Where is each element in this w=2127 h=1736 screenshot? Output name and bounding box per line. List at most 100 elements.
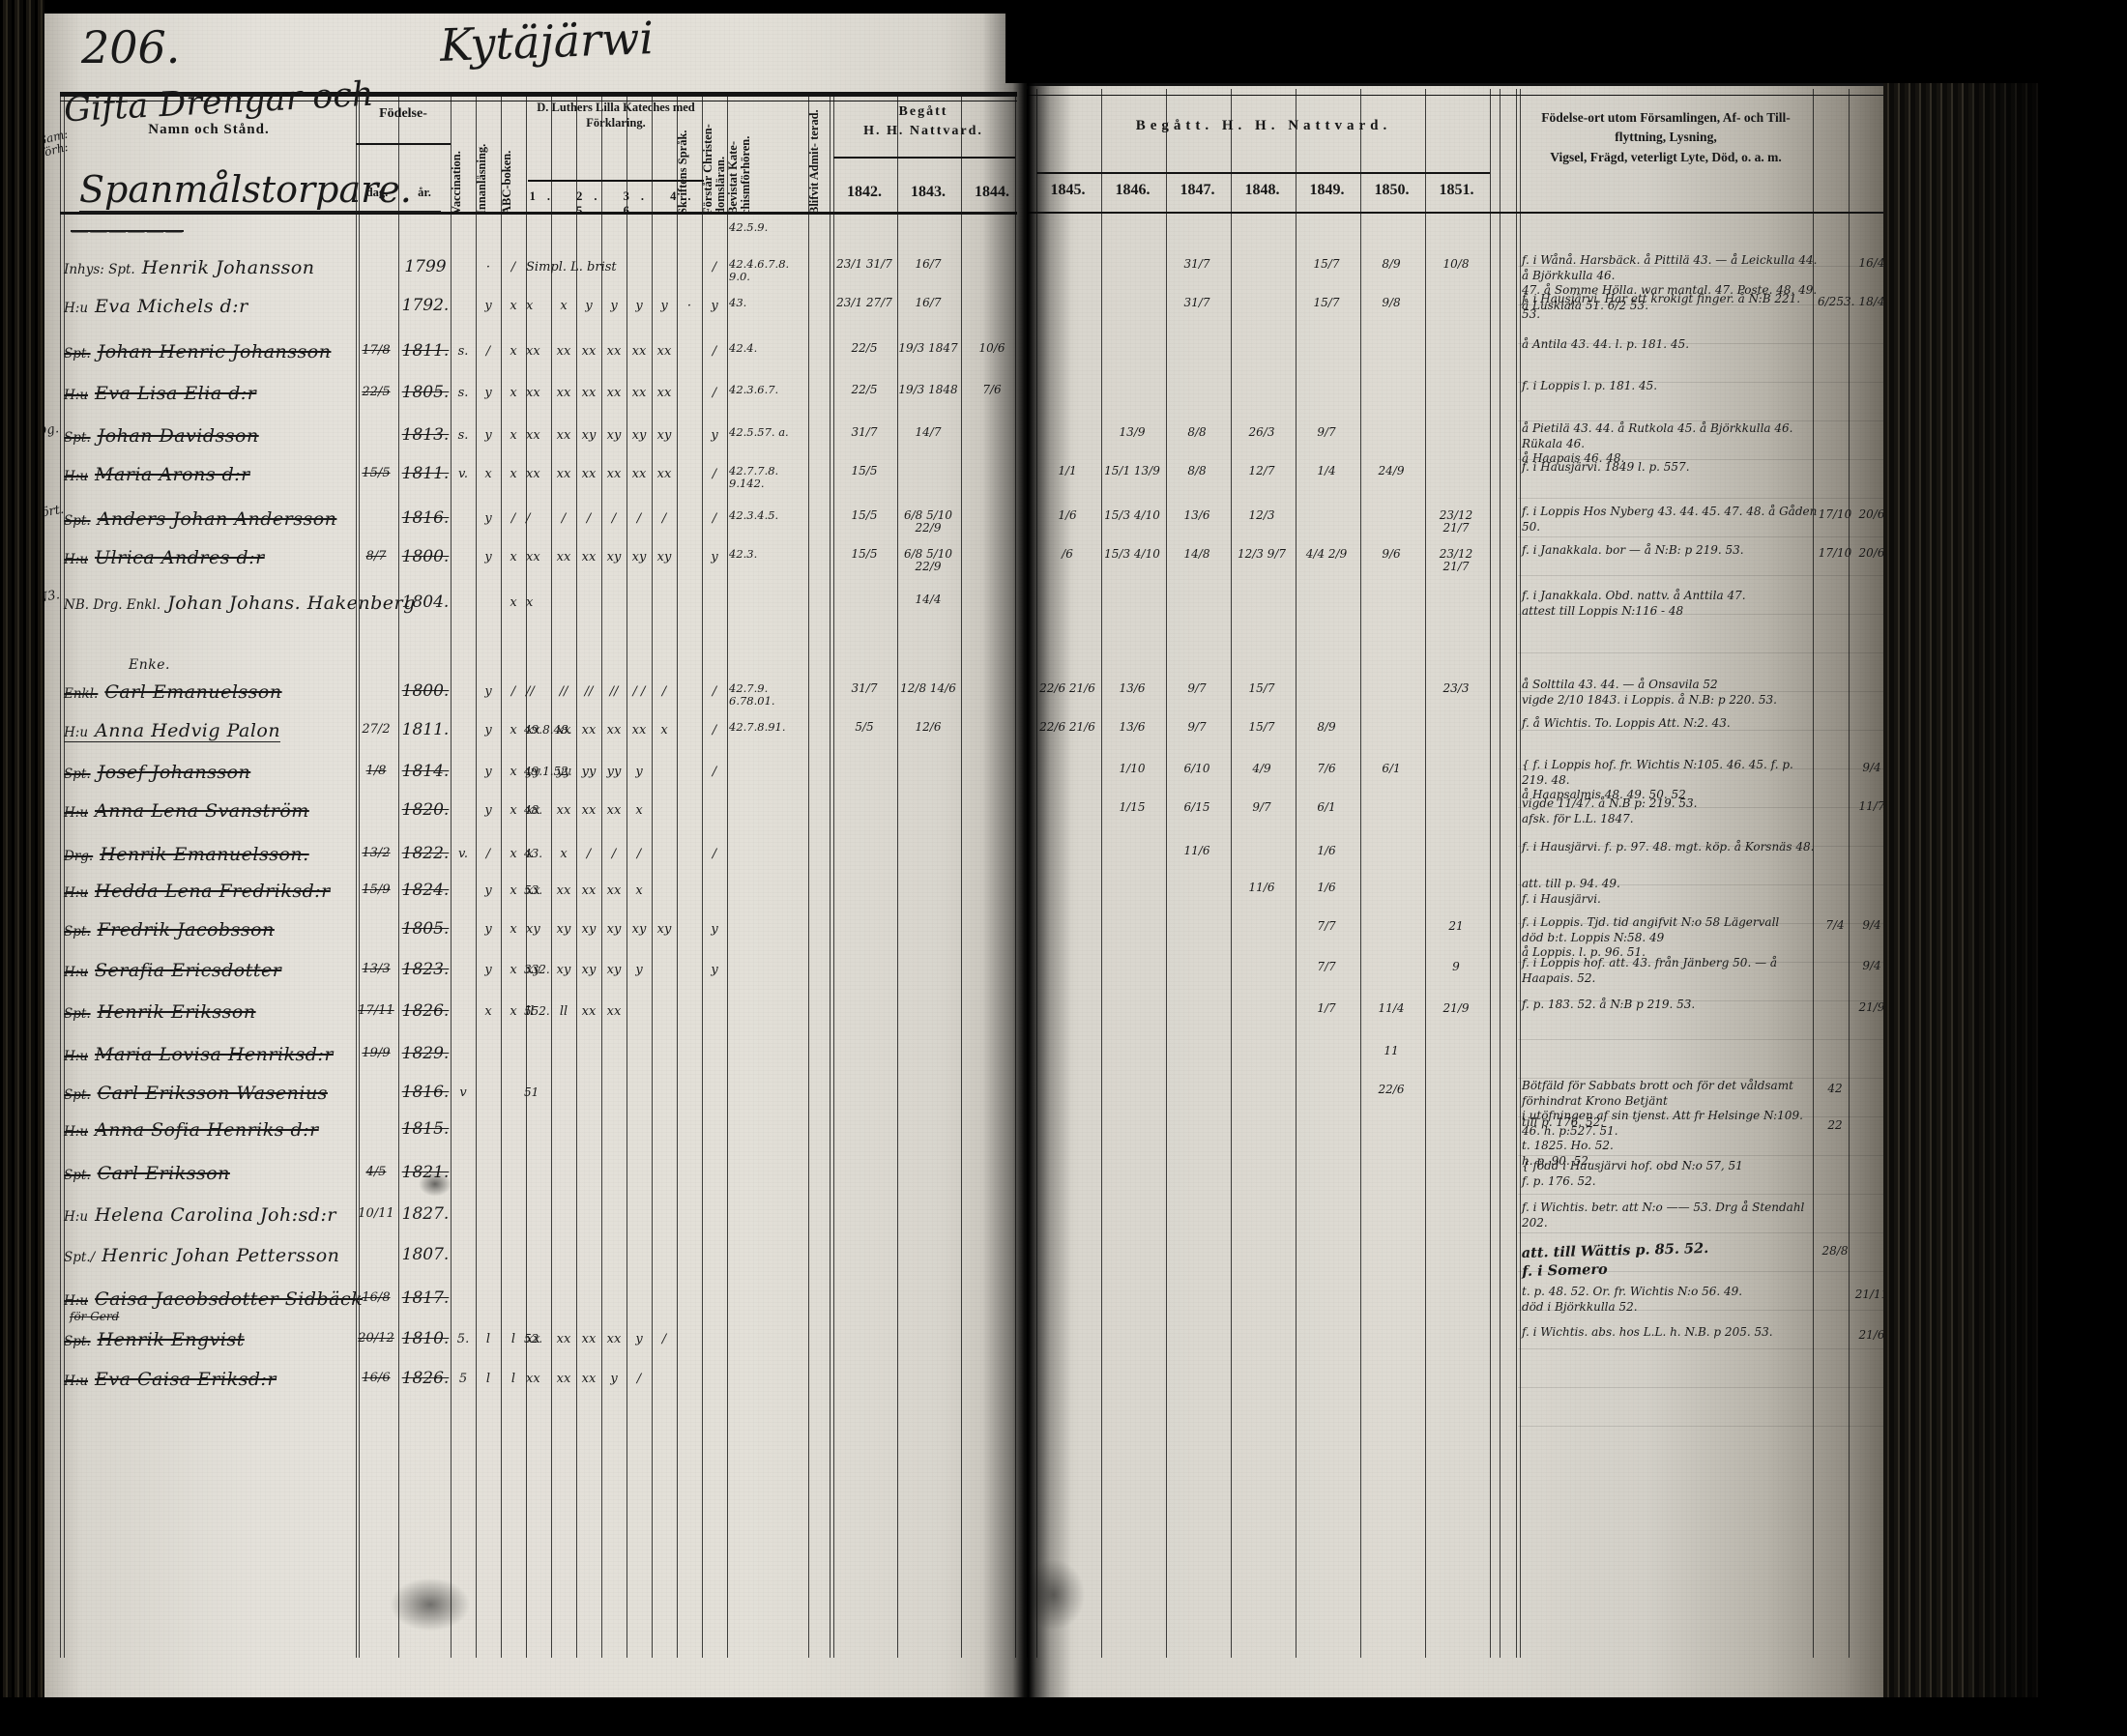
year-header: 1846. — [1115, 182, 1151, 198]
grid-line — [601, 97, 602, 1658]
mark-cell: y — [635, 765, 643, 779]
mark-cell: xy — [526, 963, 540, 977]
margin-fraction-b: 20/6 — [1858, 546, 1885, 560]
communion-date-cell: 13/6 — [1119, 681, 1146, 695]
grid-line — [526, 97, 527, 1658]
grid-line — [551, 97, 552, 1658]
table-row: Drg. Henrik Emanuelsson. 13/2 1822. 43. … — [60, 840, 1889, 880]
mark-cell: xx — [526, 723, 540, 738]
examination-note: 49.8.48. — [524, 723, 572, 737]
communion-date-cell: 1/7 — [1317, 1001, 1336, 1015]
birth-day: 16/8 — [362, 1290, 391, 1305]
row-prefix: Inhys: Spt. — [64, 262, 135, 277]
person-name: Eva Lisa Elia d:r — [95, 383, 257, 404]
grid-line — [60, 97, 61, 1658]
person-name: Henrik Engvist — [97, 1329, 245, 1350]
grid-line — [476, 97, 477, 1658]
mark-cell: xx — [606, 723, 622, 738]
mark-cell: / — [510, 684, 516, 699]
person-name: Henric Johan Pettersson — [102, 1245, 340, 1266]
communion-date-cell: 15/5 — [851, 508, 878, 522]
communion-date-cell: 9/7 — [1252, 800, 1271, 814]
communion-date-cell: 14/7 — [915, 425, 942, 439]
birth-year: 1822. — [401, 844, 450, 863]
communion-date-cell: 31/7 — [1183, 257, 1210, 271]
row-prefix: H:u — [64, 1049, 89, 1064]
scan-black-bottom — [0, 1697, 2127, 1736]
mark-cell: v — [459, 1085, 467, 1100]
birth-year: 1800. — [401, 681, 450, 701]
row-prefix: Drg. — [64, 849, 94, 864]
table-row: H:u Maria Arons d:r 15/5 1811. 42.7.7.8.… — [60, 460, 1889, 500]
examination-note: 51 — [524, 1085, 539, 1099]
communion-date-cell: 9 — [1452, 960, 1460, 973]
mark-cell: xx — [581, 386, 597, 400]
communion-date-cell: 21/9 — [1442, 1001, 1470, 1015]
mark-cell: / — [661, 684, 667, 699]
person-name: Anna Lena Svanström — [95, 800, 309, 822]
table-row: H:u Maria Lovisa Henriksd:r 19/9 1829. 1… — [60, 1041, 1889, 1080]
year-header: 1848. — [1244, 182, 1280, 198]
row-note: f. i Loppis hof. att. 43. från Jänberg 5… — [1522, 956, 1778, 985]
person-name: Carl Eriksson Wasenius — [97, 1083, 328, 1104]
birth-year: 1811. — [401, 720, 450, 739]
mark-cell: x — [510, 595, 517, 610]
mark-cell: xy — [656, 922, 672, 937]
mark-cell: x — [510, 922, 517, 937]
table-row: Spt. Carl Eriksson 4/5 1821. { född i Ha… — [60, 1159, 1889, 1199]
mark-cell: y — [484, 723, 492, 738]
row-prefix: H:u — [64, 301, 89, 316]
row-prefix: H:u — [64, 965, 89, 980]
grid-line — [677, 97, 678, 1658]
examination-note: 53. — [524, 883, 543, 897]
mark-cell: xx — [606, 386, 622, 400]
grid-line — [1027, 212, 1883, 214]
page-title: Kytäjärwi — [439, 12, 655, 72]
mark-cell: v. — [458, 467, 468, 481]
row-prefix: Spt./ — [64, 1250, 96, 1265]
communion-date-cell: 15/5 — [851, 464, 878, 477]
birth-year: 1800. — [401, 547, 450, 566]
grid-line — [652, 97, 653, 1658]
communion-date-cell: 1/6 — [1317, 881, 1336, 894]
birth-day: 27/2 — [362, 722, 391, 737]
birth-year: 1826. — [401, 1369, 450, 1388]
mark-cell: xy — [631, 550, 647, 564]
grid-line — [1027, 81, 1885, 86]
row-prefix: H:u — [64, 805, 89, 821]
mark-cell: xx — [556, 550, 571, 564]
communion-date-cell: 13/9 — [1119, 425, 1146, 439]
grid-line — [702, 97, 703, 1658]
mark-cell: x — [635, 803, 643, 818]
mark-cell: x — [510, 847, 517, 861]
birth-day: 10/11 — [358, 1206, 394, 1221]
birth-day: 4/5 — [365, 1165, 387, 1179]
row-note: å Solttila 43. 44. — å Onsavila 52 vigde… — [1522, 678, 1777, 707]
mark-cell: yy — [526, 765, 540, 779]
person-name: Maria Lovisa Henriksd:r — [95, 1044, 334, 1065]
communion-date-cell: 14/8 — [1183, 547, 1210, 561]
mark-cell: xy — [631, 922, 647, 937]
mark-cell: 5 — [458, 1372, 468, 1386]
mark-cell: x — [660, 723, 668, 738]
mark-cell: / — [712, 344, 717, 359]
person-name: Josef Johansson — [97, 762, 251, 783]
communion-date-cell: 7/6 — [1317, 762, 1336, 775]
grid-line — [1231, 89, 1232, 1658]
row-note: f. i Loppis Hos Nyberg 43. 44. 45. 47. 4… — [1522, 505, 1818, 534]
mark-cell: s. — [457, 386, 469, 400]
mark-cell: y — [711, 299, 718, 313]
mark-cell: / — [510, 511, 516, 526]
mark-cell: · — [686, 299, 692, 313]
row-note: f. i Hausjärvi. f. p. 97. 48. mgt. köp. … — [1522, 840, 1815, 854]
grid-line — [961, 97, 962, 1658]
communion-date-cell: 15/7 — [1313, 257, 1340, 271]
mark-cell: l — [510, 1372, 516, 1386]
vertical-column-label: Vaccination. — [450, 151, 463, 215]
mark-cell: xy — [581, 963, 597, 977]
birth-year: 1824. — [401, 881, 450, 900]
mark-cell: xx — [556, 723, 571, 738]
mark-cell: xx — [556, 344, 571, 359]
mark-cell: x — [510, 344, 517, 359]
mark-cell: xx — [556, 1332, 571, 1346]
